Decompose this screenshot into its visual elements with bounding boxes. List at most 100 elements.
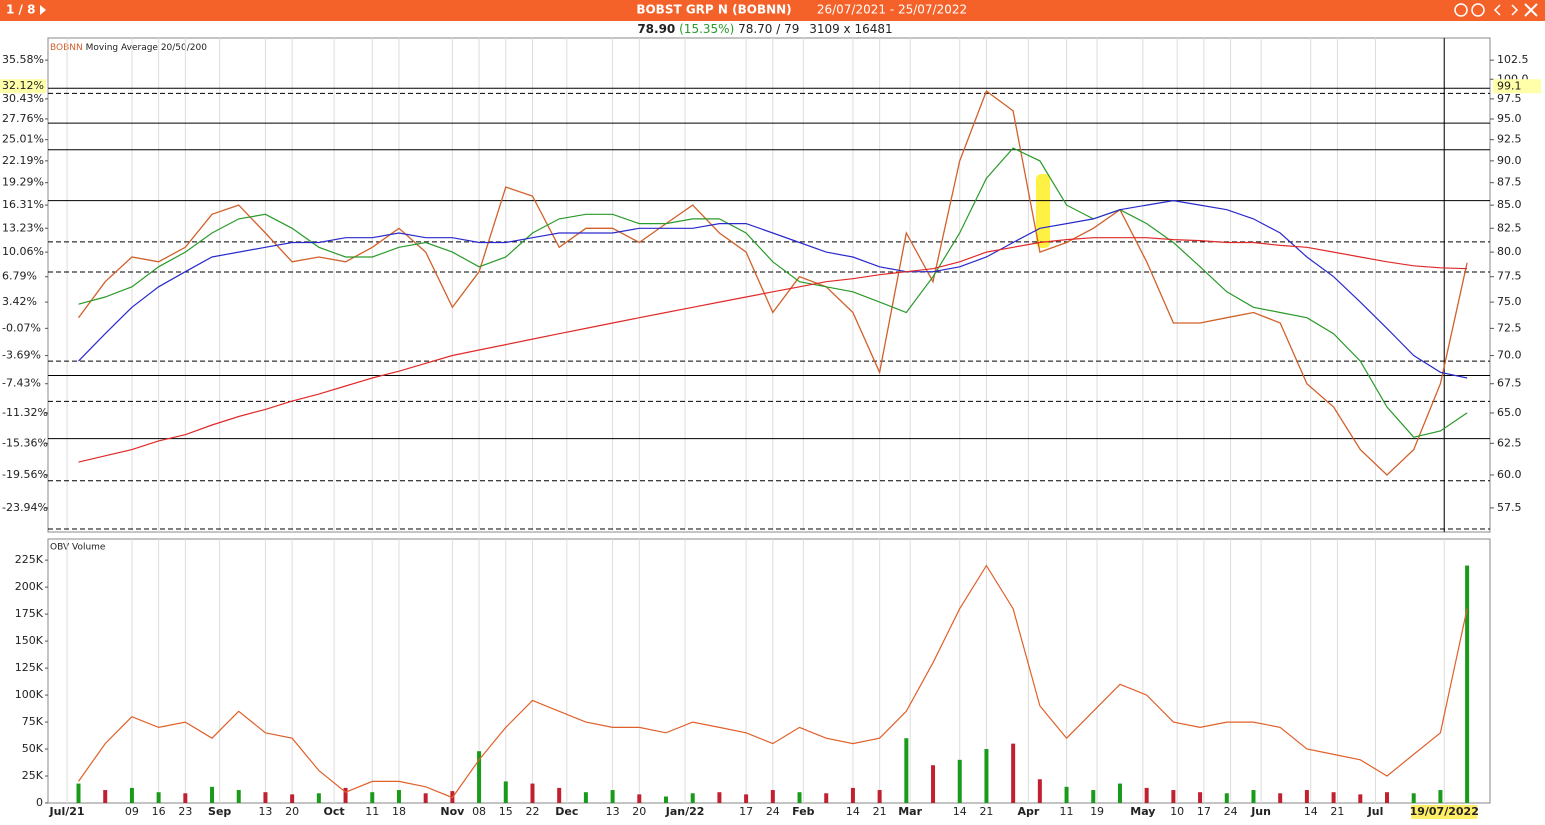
x-tick-label: 20 <box>632 805 646 818</box>
x-tick-label: May <box>1130 805 1155 818</box>
x-tick-label: 19/07/2022 <box>1410 805 1479 818</box>
volume-bar <box>183 793 188 803</box>
volume-bar <box>290 794 295 803</box>
volume-bar <box>103 790 108 803</box>
current-bg <box>0 79 46 94</box>
y2-tick-label: 19.29% <box>2 176 44 189</box>
volume-bar <box>1358 794 1363 803</box>
x-tick-label: 20 <box>285 805 299 818</box>
x-tick-label: 24 <box>1224 805 1238 818</box>
volume-bar <box>664 796 668 803</box>
volume-bar <box>931 765 936 803</box>
y2-tick-label: -11.32% <box>2 406 48 419</box>
volume-bar <box>984 749 989 803</box>
y-tick-label: 90.0 <box>1497 154 1522 167</box>
y2-tick-label: 22.19% <box>2 154 44 167</box>
y2-tick-label: -0.07% <box>2 321 41 334</box>
study-legend: BOBNN Moving Average 20/50/200 <box>50 43 207 53</box>
x-tick-label: Nov <box>440 805 465 818</box>
y-tick-label: 97.5 <box>1497 92 1522 105</box>
volume-bar <box>1144 787 1149 803</box>
next-page-button[interactable] <box>40 5 46 15</box>
y-tick-label: 85.0 <box>1497 198 1522 211</box>
y2-tick-label: 6.79% <box>2 270 37 283</box>
obv-line <box>78 564 1468 799</box>
y-tick-label: 92.5 <box>1497 133 1522 146</box>
y2-tick-label: 25.01% <box>2 133 44 146</box>
x-tick-label: 21 <box>1330 805 1344 818</box>
x-tick-label: Jun <box>1250 805 1271 818</box>
close-button[interactable] <box>1524 3 1538 17</box>
y-tick-label: 50K <box>22 742 44 755</box>
x-tick-label: 10 <box>1170 805 1184 818</box>
y-tick-label: 65.0 <box>1497 406 1522 419</box>
y-tick-label: 150K <box>15 634 44 647</box>
volume-bar <box>797 792 802 803</box>
y-tick-label: 80.0 <box>1497 245 1522 258</box>
y-tick-label: 82.5 <box>1497 221 1522 234</box>
y-tick-label: 225K <box>15 553 44 566</box>
x-tick-label: 14 <box>846 805 860 818</box>
volume-bar <box>957 759 962 803</box>
volume-bar <box>1438 790 1443 803</box>
y2-tick-label: 3.42% <box>2 295 37 308</box>
volume-bar <box>770 790 775 803</box>
volume-bar <box>850 787 855 803</box>
volume-bar <box>1251 790 1256 803</box>
volume-panel <box>47 538 1491 804</box>
x-tick-label: 13 <box>258 805 272 818</box>
moving-average <box>78 147 1468 438</box>
y2-tick-label: 13.23% <box>2 221 44 234</box>
volume-bar <box>370 792 375 803</box>
bid-ask: 78.70 / 79 <box>738 22 799 36</box>
x-tick-label: Oct <box>324 805 345 818</box>
x-tick-label: Mar <box>898 805 922 818</box>
volume-bar <box>1331 792 1336 803</box>
next-button[interactable] <box>1511 4 1519 16</box>
y-tick-label: 75.0 <box>1497 295 1522 308</box>
x-tick-label: 09 <box>125 805 139 818</box>
study: Moving Average 20/50/200 <box>86 43 208 53</box>
date-range: 26/07/2021 - 25/07/2022 <box>817 3 967 17</box>
y-tick-label: 77.5 <box>1497 270 1522 283</box>
x-tick-label: 14 <box>1304 805 1318 818</box>
zoom-out-button[interactable] <box>1454 3 1468 17</box>
volume-bar <box>610 790 615 803</box>
volume-bar <box>263 792 268 803</box>
volume-bar <box>343 787 348 803</box>
x-tick-label: 21 <box>979 805 993 818</box>
page-counter: 1 / 8 <box>6 3 35 17</box>
y-tick-label: 67.5 <box>1497 377 1522 390</box>
volume-bar <box>396 790 401 803</box>
volume-bar <box>1198 792 1203 803</box>
volume-bar <box>1278 793 1283 803</box>
symbol: BOBNN <box>50 43 83 53</box>
price-panel <box>47 37 1491 533</box>
x-tick-label: Apr <box>1018 805 1040 818</box>
y-tick-label: 70.0 <box>1497 349 1522 362</box>
zoom-in-button[interactable] <box>1471 3 1485 17</box>
cursor-date-bg <box>1411 805 1478 819</box>
volume-bar <box>690 793 695 803</box>
x-tick-label: 11 <box>1060 805 1074 818</box>
y-tick-label: 72.5 <box>1497 321 1522 334</box>
current-label: 32.12% <box>2 79 44 92</box>
volume-bar <box>877 790 882 803</box>
volume-bar <box>1037 779 1042 803</box>
chart-title: BOBST GRP N (BOBNN) <box>636 3 791 17</box>
y-tick-label: 95.0 <box>1497 112 1522 125</box>
prev-button[interactable] <box>1493 4 1501 16</box>
y2-tick-label: -15.36% <box>2 436 48 449</box>
y-tick-label: 125K <box>15 661 44 674</box>
x-tick-label: 22 <box>525 805 539 818</box>
y2-tick-label: 10.06% <box>2 245 44 258</box>
x-tick-label: 23 <box>178 805 192 818</box>
bid-ask-size: 3109 x 16481 <box>809 22 892 36</box>
y-tick-label: 175K <box>15 607 44 620</box>
highlight <box>1036 174 1050 248</box>
header-bar <box>0 0 1545 21</box>
y-tick-label: 200K <box>15 580 44 593</box>
x-tick-label: 16 <box>152 805 166 818</box>
